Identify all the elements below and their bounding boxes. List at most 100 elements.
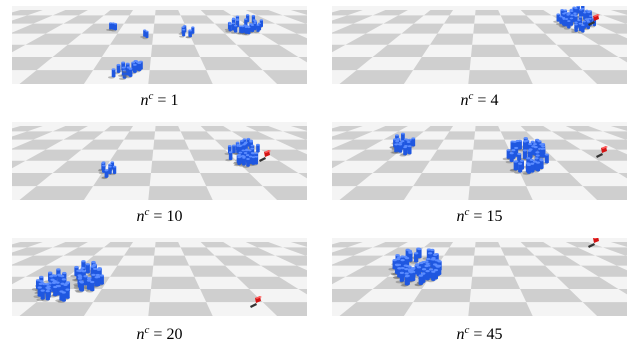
blue-cylinder-robot [253, 24, 260, 34]
floor-tile [610, 242, 627, 247]
floor-tile [520, 242, 552, 248]
robots [389, 132, 608, 176]
floor-tile [236, 276, 299, 289]
floor-tile [200, 242, 232, 248]
blue-cylinder-robot [33, 286, 42, 299]
floor-tile [556, 44, 619, 57]
blue-cylinder-robot [399, 146, 407, 157]
robot-cluster [224, 137, 260, 168]
floor-tile [595, 255, 627, 266]
robot-cluster [122, 60, 143, 79]
floor-tile [520, 126, 552, 132]
floor-tile [12, 139, 64, 150]
robot-cluster [178, 24, 195, 39]
floor-tile [332, 255, 384, 266]
floor-tile [298, 172, 307, 179]
floor-tile [109, 265, 154, 277]
caption-eq: = 15 [473, 208, 503, 225]
blue-cylinder-robot [238, 156, 246, 167]
floor-tile [473, 139, 510, 150]
blue-cylinder-robot [426, 270, 436, 283]
floor-tile [81, 139, 124, 150]
floor-tile [534, 255, 581, 266]
caption-var: n [140, 92, 149, 109]
blue-cylinder-robot [414, 274, 423, 287]
robots [388, 238, 599, 287]
floor-tile [332, 276, 346, 285]
floor-checker [12, 242, 307, 316]
blue-cylinder-robot [233, 156, 241, 167]
floor-tile [200, 172, 263, 187]
simulation-panel-2 [332, 6, 627, 84]
floor-tile [520, 172, 583, 187]
floor-tile [429, 149, 474, 161]
floor-tile [109, 149, 154, 161]
floor-tile [610, 10, 627, 15]
red-target-object [259, 150, 271, 162]
floor-tile [153, 255, 190, 266]
floor-tile [473, 23, 510, 34]
red-target-object [250, 296, 262, 308]
floor-tile [93, 288, 151, 303]
floor-tile [19, 186, 94, 200]
robot-cluster [70, 260, 104, 293]
floor-tile [200, 288, 263, 303]
floor-tile [52, 126, 88, 132]
floor-tile [332, 139, 384, 150]
floor-tile [551, 247, 596, 256]
floor-tile [155, 126, 181, 132]
simulation-panel-5 [12, 238, 307, 316]
floor-tile [290, 242, 307, 247]
blue-cylinder-robot [522, 163, 531, 176]
floor-tile [155, 10, 181, 16]
robots [97, 137, 271, 180]
floor-tile [298, 56, 307, 63]
floor-tile [618, 172, 627, 179]
panel-4-scene [332, 122, 627, 200]
floor-tile [123, 247, 156, 256]
floor-tile [429, 33, 474, 45]
floor-tile [372, 242, 408, 248]
floor-tile [332, 247, 373, 256]
robot-cluster [106, 22, 117, 32]
floor-tile [150, 276, 201, 289]
floor-tile [332, 56, 373, 71]
floor-tile [582, 302, 627, 316]
floor-tile [468, 186, 533, 200]
caption-sup: c [464, 324, 470, 336]
blue-cylinder-robot [106, 22, 113, 31]
blue-cylinder-robot [400, 275, 410, 287]
panel-2-scene [332, 6, 627, 84]
blue-cylinder-robot [225, 23, 232, 33]
floor-tile [290, 126, 307, 131]
floor-tile [180, 247, 215, 256]
floor-tile [25, 33, 82, 45]
floor-tile [468, 70, 533, 84]
floor-tile [260, 33, 307, 45]
floor-tile [500, 247, 535, 256]
robot-cluster [388, 247, 442, 287]
blue-cylinder-robot [85, 280, 95, 293]
simulation-panel-4 [332, 122, 627, 200]
blue-cylinder-robot [409, 252, 419, 264]
blue-cylinder-robot [242, 158, 250, 168]
floor-tile [509, 33, 557, 45]
floor-tile [345, 149, 402, 161]
floor-tile [470, 276, 521, 289]
floor-tile [12, 126, 43, 132]
blue-cylinder-robot [237, 25, 245, 35]
robot-cluster [224, 14, 264, 36]
floor-tile [470, 160, 521, 173]
red-target-object [596, 146, 608, 158]
floor-tile [372, 10, 408, 16]
blue-cylinder-robot [41, 290, 50, 302]
floor-tile [12, 23, 64, 34]
floor-tile [298, 288, 307, 295]
floor-tile [275, 139, 307, 150]
floor-tile [52, 10, 88, 16]
floor-tile [332, 10, 363, 16]
blue-cylinder-robot [514, 162, 523, 174]
blue-cylinder-robot [571, 23, 578, 34]
floor-tile [148, 186, 213, 200]
floor-tile [103, 242, 134, 248]
